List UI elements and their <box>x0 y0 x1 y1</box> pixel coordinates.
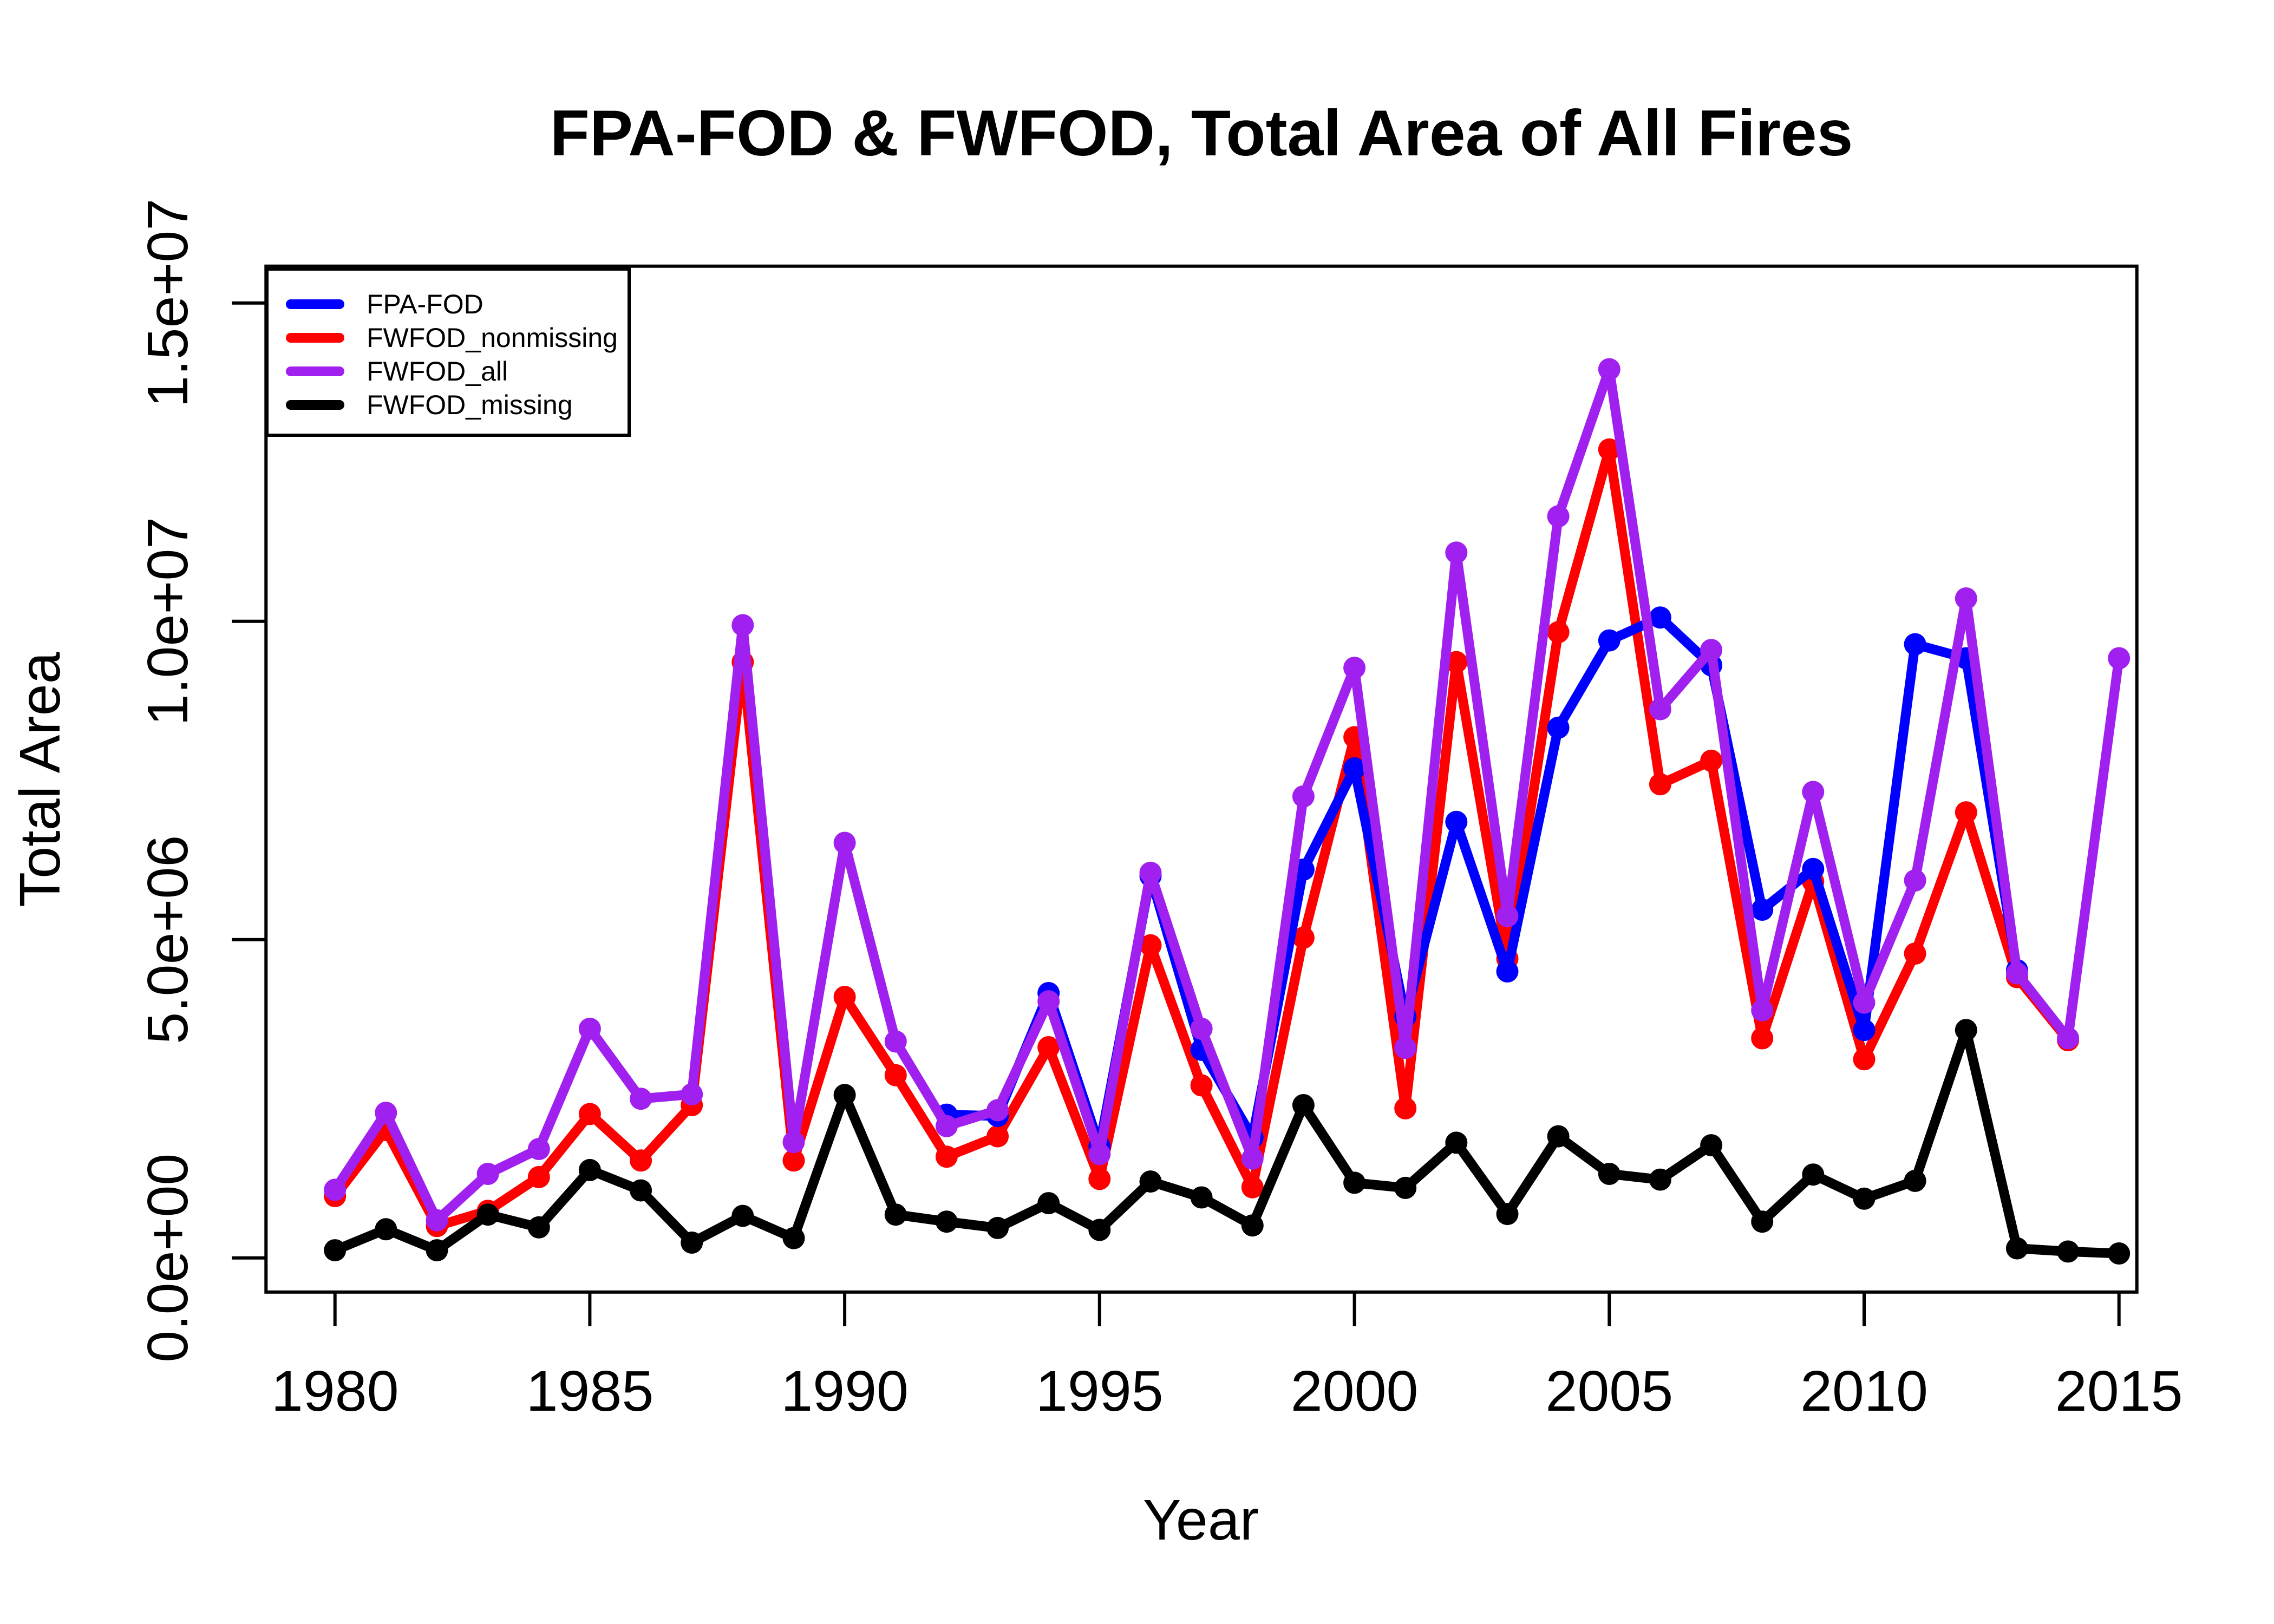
svg-text:1995: 1995 <box>1036 1359 1164 1423</box>
svg-text:2000: 2000 <box>1291 1359 1419 1423</box>
svg-text:0.0e+00: 0.0e+00 <box>136 1154 200 1363</box>
svg-text:1985: 1985 <box>526 1359 654 1423</box>
svg-text:FWFOD_missing: FWFOD_missing <box>367 390 573 420</box>
svg-text:1990: 1990 <box>781 1359 909 1423</box>
svg-text:1980: 1980 <box>271 1359 399 1423</box>
svg-text:FPA-FOD: FPA-FOD <box>367 289 483 319</box>
svg-text:FWFOD_nonmissing: FWFOD_nonmissing <box>367 323 618 353</box>
svg-text:FWFOD_all: FWFOD_all <box>367 356 508 387</box>
svg-text:2005: 2005 <box>1545 1359 1673 1423</box>
svg-text:2010: 2010 <box>1800 1359 1928 1423</box>
svg-text:FPA-FOD & FWFOD, Total Area of: FPA-FOD & FWFOD, Total Area of All Fires <box>550 97 1853 169</box>
svg-text:2015: 2015 <box>2055 1359 2183 1423</box>
svg-text:5.0e+06: 5.0e+06 <box>136 835 200 1044</box>
svg-text:1.5e+07: 1.5e+07 <box>136 199 200 408</box>
svg-text:Year: Year <box>1143 1488 1259 1552</box>
svg-text:Total Area: Total Area <box>8 652 72 907</box>
svg-text:1.0e+07: 1.0e+07 <box>136 517 200 726</box>
